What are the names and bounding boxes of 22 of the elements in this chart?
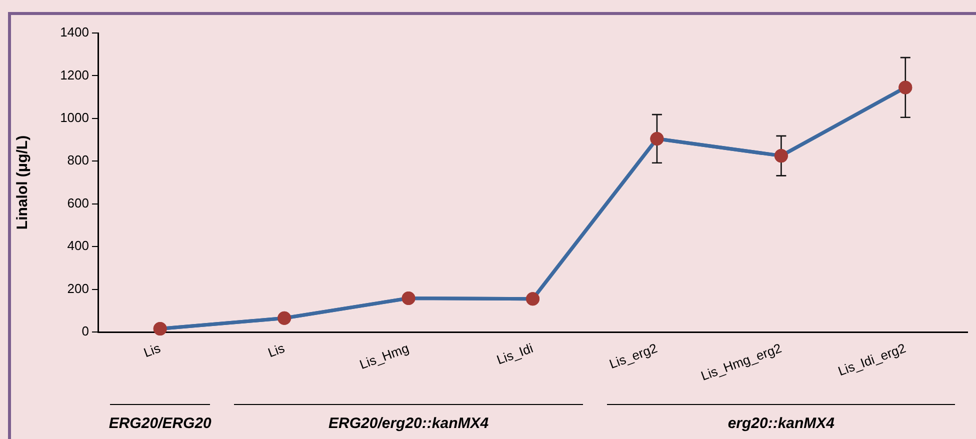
y-tick-label: 0: [82, 324, 89, 339]
y-tick-label: 1200: [60, 67, 89, 82]
text: erg20::kanMX4: [728, 415, 836, 432]
y-tick-label: 200: [67, 280, 89, 296]
point: [153, 322, 167, 336]
y-axis-title: Linalol (μg/L): [14, 135, 32, 230]
point: [402, 292, 416, 306]
point: [650, 132, 664, 146]
text: ERG20/erg20::kanMX4: [328, 415, 490, 432]
point: [278, 311, 292, 325]
y-tick-label: 800: [67, 152, 89, 168]
x-tick-label: Lis: [142, 340, 163, 360]
y-tick-label: 400: [67, 238, 89, 254]
x-tick-label: Lis_Idi: [494, 340, 536, 368]
point: [774, 149, 788, 163]
x-tick-label: Lis: [266, 340, 288, 360]
y-tick-label: 600: [67, 195, 89, 210]
text: ERG20/ERG20: [108, 415, 212, 432]
y-tick-label: 1400: [60, 24, 89, 40]
y-tick-label: 1000: [60, 110, 89, 126]
point: [526, 292, 540, 306]
point: [898, 80, 912, 94]
